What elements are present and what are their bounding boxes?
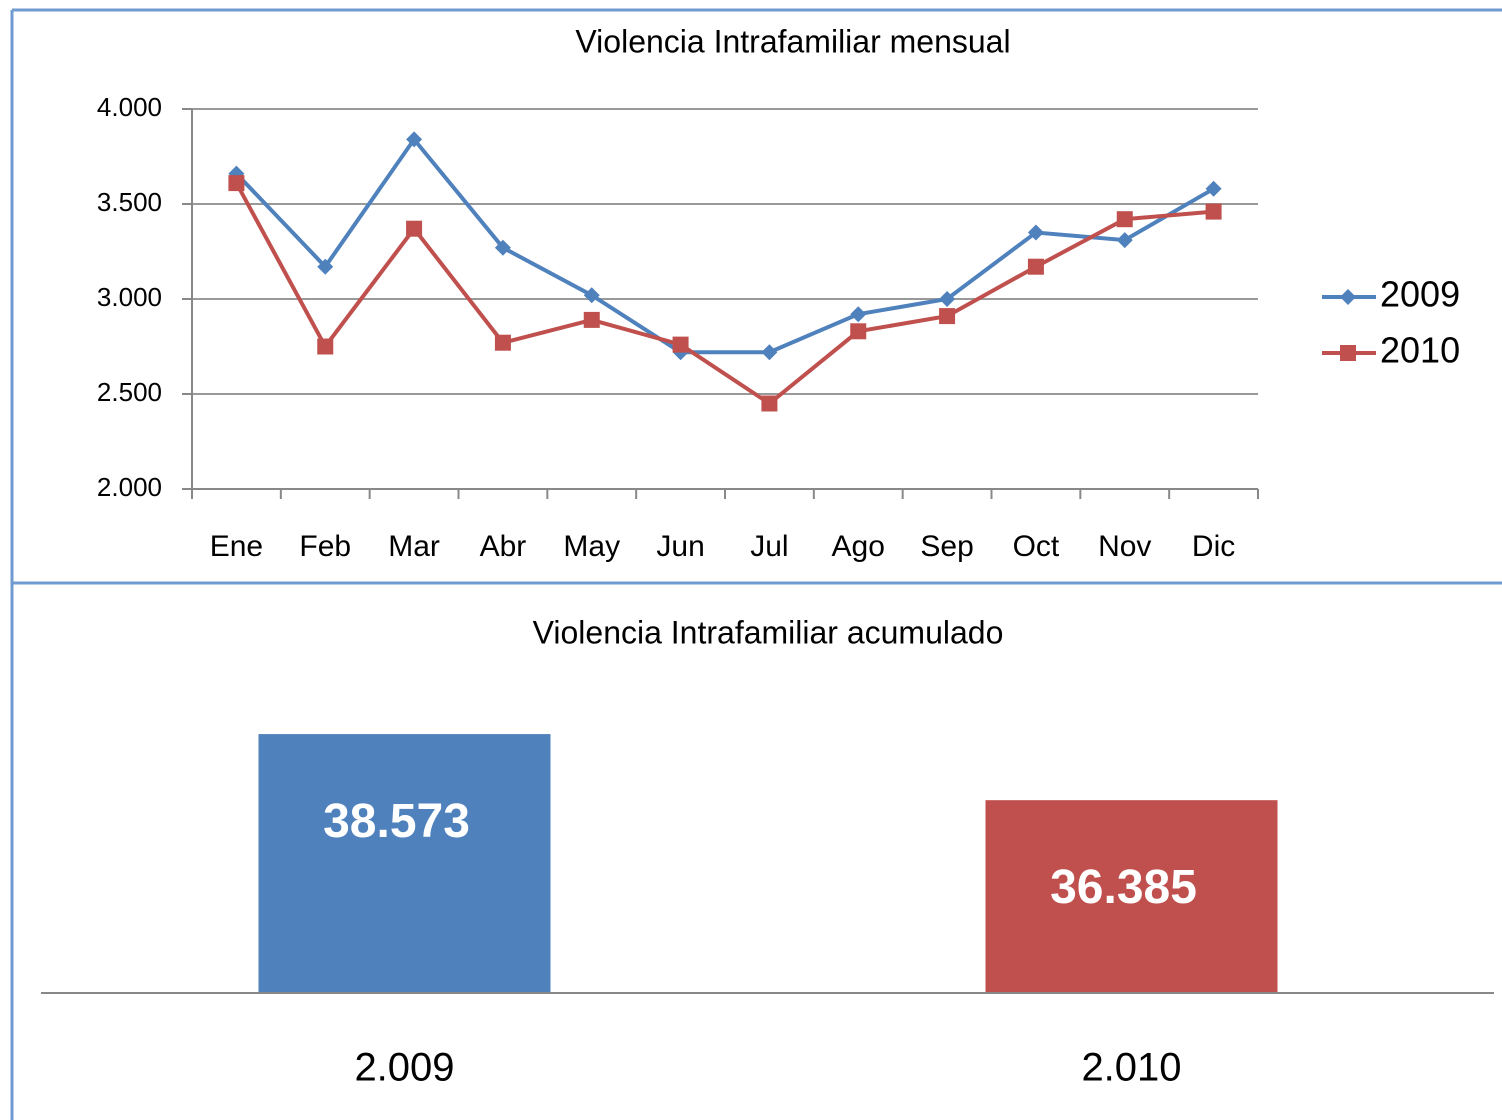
- marker: [761, 344, 778, 361]
- marker: [228, 175, 245, 192]
- x-tick-label: Abr: [480, 530, 527, 563]
- x-tick-label: Sep: [920, 530, 973, 563]
- bar: [985, 800, 1278, 993]
- marker: [406, 131, 423, 148]
- legend-marker: [1340, 289, 1356, 305]
- series-line: [234, 182, 1214, 406]
- marker: [494, 239, 511, 256]
- x-tick-label: Ene: [210, 530, 263, 563]
- marker: [1205, 203, 1222, 220]
- marker: [850, 306, 867, 323]
- bar: [258, 734, 551, 993]
- x-tick-label: Oct: [1013, 530, 1060, 563]
- marker: [672, 336, 689, 353]
- x-tick-label: Ago: [832, 530, 885, 563]
- marker: [939, 308, 956, 325]
- y-tick-label: 4.000: [97, 92, 162, 122]
- chart-title: Violencia Intrafamiliar acumulado: [533, 614, 1004, 650]
- x-tick-label: Mar: [388, 530, 440, 563]
- y-tick-label: 2.500: [97, 377, 162, 407]
- marker: [583, 311, 600, 328]
- data-label: 38.573: [323, 795, 470, 848]
- marker: [317, 338, 334, 355]
- y-tick-label: 3.500: [97, 187, 162, 217]
- legend-label: 2009: [1380, 274, 1460, 315]
- marker: [583, 287, 600, 304]
- chart-title: Violencia Intrafamiliar mensual: [575, 23, 1010, 59]
- marker: [761, 395, 778, 412]
- marker: [406, 220, 423, 237]
- x-tick-label: Feb: [299, 530, 351, 563]
- x-tick-label: Jun: [656, 530, 704, 563]
- legend-label: 2010: [1380, 330, 1460, 371]
- marker: [494, 334, 511, 351]
- x-tick-label: Dic: [1192, 530, 1235, 563]
- x-tick-label: 2.009: [354, 1046, 454, 1090]
- y-tick-label: 3.000: [97, 282, 162, 312]
- marker: [939, 291, 956, 307]
- x-tick-label: Jul: [750, 530, 788, 563]
- legend-marker: [1340, 345, 1356, 361]
- y-tick-label: 2.000: [97, 472, 162, 502]
- x-tick-label: May: [563, 530, 620, 563]
- marker: [1027, 224, 1044, 241]
- x-tick-label: Nov: [1098, 530, 1151, 563]
- series-line: [234, 136, 1215, 355]
- marker: [1116, 232, 1133, 249]
- data-label: 36.385: [1050, 861, 1197, 914]
- marker: [1027, 258, 1044, 275]
- marker: [1205, 180, 1222, 197]
- marker: [850, 323, 867, 340]
- marker: [1116, 211, 1133, 228]
- x-tick-label: 2.010: [1081, 1046, 1181, 1090]
- marker: [317, 258, 334, 275]
